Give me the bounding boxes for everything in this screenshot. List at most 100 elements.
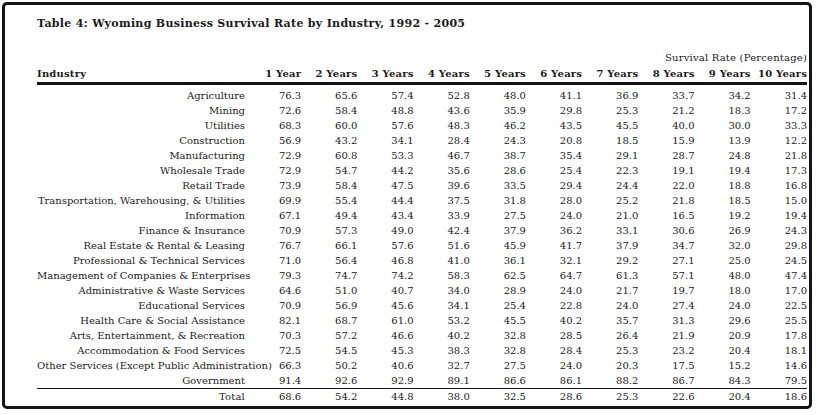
- column-header-row: Industry1 Year2 Years3 Years4 Years5 Yea…: [37, 65, 807, 84]
- value-cell: 67.1: [245, 208, 301, 223]
- value-cell: 24.3: [751, 223, 807, 238]
- value-cell: 33.3: [751, 118, 807, 133]
- table-row: Accommodation & Food Services72.554.545.…: [37, 343, 807, 358]
- value-cell: 48.8: [357, 103, 413, 118]
- value-cell: 32.0: [695, 238, 751, 253]
- value-cell: 74.2: [357, 268, 413, 283]
- value-cell: 29.6: [695, 313, 751, 328]
- industry-cell: Information: [37, 208, 245, 223]
- value-cell: 47.5: [357, 178, 413, 193]
- value-cell: 27.4: [638, 298, 694, 313]
- industry-cell: Wholesale Trade: [37, 163, 245, 178]
- value-cell: 18.6: [751, 389, 807, 405]
- value-cell: 25.2: [582, 193, 638, 208]
- table-header: Survival Rate (Percentage) Industry1 Yea…: [37, 50, 807, 84]
- value-cell: 64.7: [526, 268, 582, 283]
- value-cell: 68.7: [301, 313, 357, 328]
- value-cell: 23.2: [638, 343, 694, 358]
- value-cell: 57.6: [357, 118, 413, 133]
- column-header: 6 Years: [526, 65, 582, 84]
- value-cell: 66.1: [301, 238, 357, 253]
- value-cell: 45.5: [582, 118, 638, 133]
- value-cell: 25.5: [751, 313, 807, 328]
- value-cell: 18.5: [582, 133, 638, 148]
- value-cell: 49.4: [301, 208, 357, 223]
- value-cell: 89.1: [414, 373, 470, 389]
- industry-cell: Management of Companies & Enterprises: [37, 268, 245, 283]
- value-cell: 43.5: [526, 118, 582, 133]
- value-cell: 57.1: [638, 268, 694, 283]
- value-cell: 51.6: [414, 238, 470, 253]
- value-cell: 25.3: [582, 389, 638, 405]
- value-cell: 33.9: [414, 208, 470, 223]
- industry-cell: Accommodation & Food Services: [37, 343, 245, 358]
- value-cell: 58.3: [414, 268, 470, 283]
- value-cell: 28.7: [638, 148, 694, 163]
- value-cell: 24.3: [470, 133, 526, 148]
- value-cell: 19.2: [695, 208, 751, 223]
- value-cell: 22.6: [638, 389, 694, 405]
- industry-cell: Agriculture: [37, 84, 245, 104]
- industry-cell: Real Estate & Rental & Leasing: [37, 238, 245, 253]
- value-cell: 19.1: [638, 163, 694, 178]
- value-cell: 84.3: [695, 373, 751, 389]
- value-cell: 29.8: [751, 238, 807, 253]
- value-cell: 45.6: [357, 298, 413, 313]
- value-cell: 57.4: [357, 84, 413, 104]
- value-cell: 29.8: [526, 103, 582, 118]
- value-cell: 37.5: [414, 193, 470, 208]
- value-cell: 82.1: [245, 313, 301, 328]
- value-cell: 91.4: [245, 373, 301, 389]
- value-cell: 92.6: [301, 373, 357, 389]
- value-cell: 28.6: [526, 389, 582, 405]
- value-cell: 18.8: [695, 178, 751, 193]
- value-cell: 51.0: [301, 283, 357, 298]
- value-cell: 28.0: [526, 193, 582, 208]
- value-cell: 17.0: [751, 283, 807, 298]
- industry-cell: Mining: [37, 103, 245, 118]
- value-cell: 40.6: [357, 358, 413, 373]
- industry-cell: Educational Services: [37, 298, 245, 313]
- column-header: 7 Years: [582, 65, 638, 84]
- value-cell: 46.7: [414, 148, 470, 163]
- value-cell: 44.4: [357, 193, 413, 208]
- value-cell: 24.0: [526, 208, 582, 223]
- value-cell: 17.8: [751, 328, 807, 343]
- table-row: Manufacturing72.960.853.346.738.735.429.…: [37, 148, 807, 163]
- value-cell: 41.0: [414, 253, 470, 268]
- value-cell: 20.3: [582, 358, 638, 373]
- value-cell: 38.0: [414, 389, 470, 405]
- table-row: Arts, Entertainment, & Recreation70.357.…: [37, 328, 807, 343]
- value-cell: 32.8: [470, 343, 526, 358]
- industry-cell: Retail Trade: [37, 178, 245, 193]
- value-cell: 45.5: [470, 313, 526, 328]
- value-cell: 65.6: [301, 84, 357, 104]
- value-cell: 76.3: [245, 84, 301, 104]
- column-header: 5 Years: [470, 65, 526, 84]
- table-row: Government91.492.692.989.186.686.188.286…: [37, 373, 807, 389]
- value-cell: 35.7: [582, 313, 638, 328]
- value-cell: 35.4: [526, 148, 582, 163]
- value-cell: 28.9: [470, 283, 526, 298]
- value-cell: 76.7: [245, 238, 301, 253]
- column-header: 3 Years: [357, 65, 413, 84]
- value-cell: 24.8: [695, 148, 751, 163]
- table-row: Utilities68.360.057.648.346.243.545.540.…: [37, 118, 807, 133]
- value-cell: 43.2: [301, 133, 357, 148]
- value-cell: 33.5: [470, 178, 526, 193]
- value-cell: 70.9: [245, 223, 301, 238]
- value-cell: 28.5: [526, 328, 582, 343]
- value-cell: 92.9: [357, 373, 413, 389]
- value-cell: 24.0: [582, 298, 638, 313]
- value-cell: 29.1: [582, 148, 638, 163]
- value-cell: 61.0: [357, 313, 413, 328]
- value-cell: 56.4: [301, 253, 357, 268]
- value-cell: 74.7: [301, 268, 357, 283]
- value-cell: 25.0: [695, 253, 751, 268]
- value-cell: 50.2: [301, 358, 357, 373]
- value-cell: 28.4: [414, 133, 470, 148]
- document-frame: Table 4: Wyoming Business Survival Rate …: [2, 2, 812, 409]
- value-cell: 20.8: [526, 133, 582, 148]
- value-cell: 25.3: [582, 103, 638, 118]
- value-cell: 48.0: [470, 84, 526, 104]
